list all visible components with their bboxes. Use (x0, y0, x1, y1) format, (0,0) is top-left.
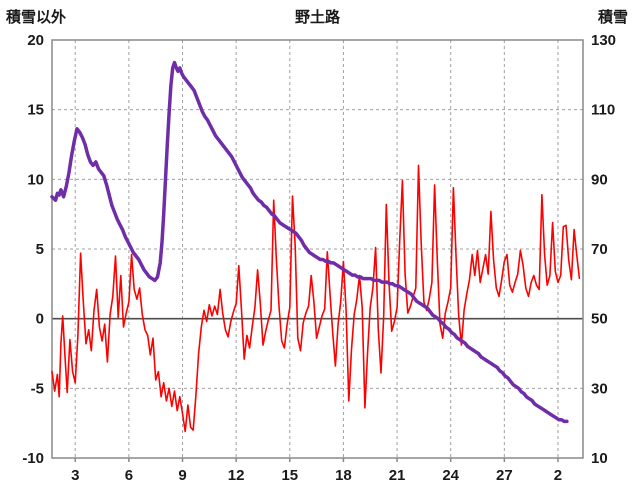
left-axis-title: 積雪以外 (6, 9, 67, 26)
y-left-tick-label: 0 (36, 311, 44, 328)
y-left-tick-label: 10 (27, 171, 44, 188)
plot-border (51, 39, 584, 459)
temperature-series-line (51, 164, 581, 433)
snow-depth-series-line (50, 60, 569, 424)
x-tick-label: 21 (389, 467, 406, 484)
x-tick-label: 3 (71, 467, 79, 484)
y-right-tick-label: 10 (591, 450, 608, 467)
x-tick-label: 9 (178, 467, 186, 484)
y-right-tick-label: 110 (591, 102, 615, 119)
x-tick-label: 27 (496, 467, 513, 484)
y-right-tick-label: 90 (591, 171, 608, 188)
x-tick-label: 6 (125, 467, 133, 484)
y-right-tick-label: 30 (591, 380, 608, 397)
y-right-tick-label: 130 (591, 32, 616, 49)
x-tick-label: 15 (281, 467, 298, 484)
y-left-tick-label: 20 (27, 32, 44, 49)
y-left-tick-label: -5 (31, 380, 44, 397)
x-tick-label: 18 (335, 467, 352, 484)
y-right-tick-label: 50 (591, 311, 608, 328)
x-tick-label: 24 (442, 467, 459, 484)
y-left-tick-label: 5 (36, 241, 44, 258)
x-tick-label: 2 (554, 467, 562, 484)
y-left-tick-label: -10 (22, 450, 44, 467)
right-axis-title: 積雪 (597, 9, 628, 26)
x-tick-label: 12 (228, 467, 245, 484)
chart-title: 野土路 (294, 9, 340, 26)
y-left-tick-label: 15 (27, 102, 44, 119)
y-right-tick-label: 70 (591, 241, 608, 258)
